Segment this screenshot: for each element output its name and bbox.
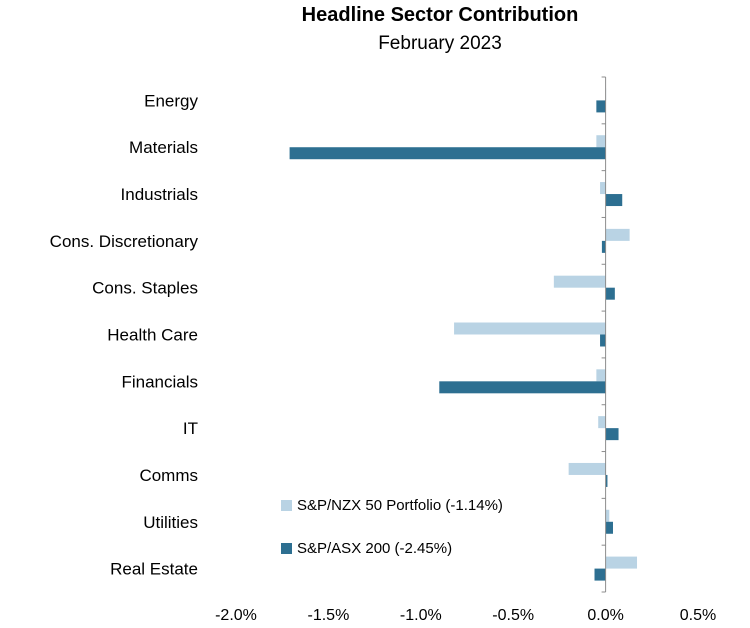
category-labels: Energy Materials Industrials Cons. Discreti… — [50, 91, 199, 578]
category-label-real-estate: Real Estate — [110, 560, 198, 579]
category-label-materials: Materials — [129, 138, 198, 157]
bar-nzx50-financials — [596, 369, 606, 382]
category-label-energy: Energy — [144, 91, 198, 110]
chart-title: Headline Sector Contribution — [302, 4, 579, 26]
x-tick-label: -1.5% — [308, 607, 350, 624]
bar-asx200-real-estate — [594, 568, 606, 581]
category-label-health-care: Health Care — [107, 326, 198, 345]
x-tick-label: -2.0% — [215, 607, 257, 624]
legend-label-asx200: S&P/ASX 200 (-2.45%) — [297, 540, 452, 557]
bar-asx200-comms — [605, 474, 608, 487]
chart-subtitle: February 2023 — [378, 33, 502, 54]
bar-asx200-cons-staples — [605, 287, 615, 300]
bar-nzx50-health-care — [454, 322, 606, 335]
axis-tick-marks — [601, 76, 606, 593]
bar-nzx50-utilities — [605, 509, 610, 522]
legend-swatch-asx200 — [281, 543, 292, 554]
category-label-it: IT — [183, 419, 198, 438]
bar-nzx50-materials — [596, 135, 606, 148]
x-tick-labels: -2.0% -1.5% -1.0% -0.5% 0.0% 0.5% — [215, 607, 716, 624]
bar-asx200-industrials — [605, 194, 623, 207]
category-label-comms: Comms — [139, 466, 198, 485]
legend-label-nzx50: S&P/NZX 50 Portfolio (-1.14%) — [297, 497, 503, 514]
bar-asx200-materials — [289, 147, 606, 160]
bar-nzx50-industrials — [600, 182, 606, 195]
x-tick-label: -0.5% — [492, 607, 534, 624]
category-label-industrials: Industrials — [121, 185, 198, 204]
category-label-cons-staples: Cons. Staples — [92, 279, 198, 298]
bar-asx200-energy — [596, 100, 606, 113]
bar-nzx50-it — [598, 416, 606, 429]
bar-asx200-financials — [439, 381, 606, 394]
x-tick-label: 0.0% — [587, 607, 623, 624]
category-label-cons-discretionary: Cons. Discretionary — [50, 232, 199, 251]
x-tick-label: -1.0% — [400, 607, 442, 624]
bar-nzx50-real-estate — [605, 556, 638, 569]
bar-asx200-health-care — [600, 334, 606, 347]
category-label-utilities: Utilities — [143, 513, 198, 532]
x-tick-label: 0.5% — [680, 607, 716, 624]
legend: S&P/NZX 50 Portfolio (-1.14%) S&P/ASX 200… — [281, 497, 503, 557]
bars-group — [289, 88, 638, 581]
category-label-financials: Financials — [121, 372, 198, 391]
bar-asx200-it — [605, 428, 619, 441]
bar-nzx50-comms — [568, 462, 606, 475]
bar-nzx50-cons-staples — [553, 275, 606, 288]
bar-asx200-utilities — [605, 521, 613, 534]
bar-nzx50-cons-discretionary — [605, 228, 630, 241]
legend-swatch-nzx50 — [281, 500, 292, 511]
bar-asx200-cons-discretionary — [601, 240, 606, 253]
